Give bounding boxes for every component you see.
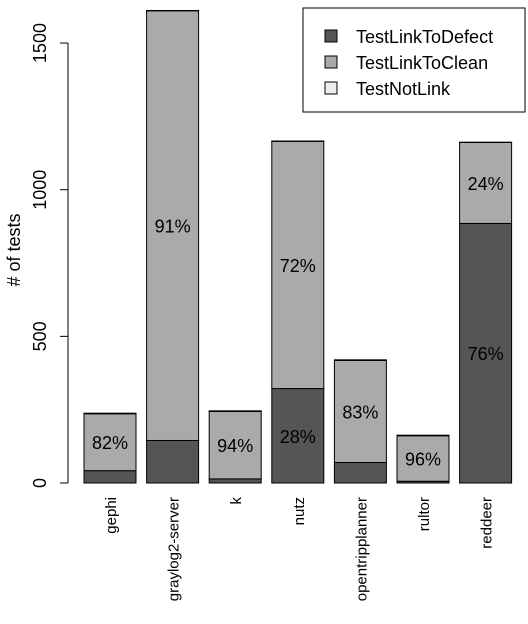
bar-rultor-TestLinkToClean [396, 435, 450, 482]
x-tick-label-nutz: nutz [291, 497, 308, 525]
bar-nutz-TestLinkToClean [271, 140, 325, 390]
legend-label-defect: TestLinkToDefect [356, 27, 493, 47]
data-label-reddeer: 24% [468, 174, 504, 194]
data-label-nutz-secondary: 28% [280, 427, 316, 447]
y-tick-label: 0 [30, 478, 50, 488]
bar-reddeer-TestLinkToClean [459, 141, 513, 224]
x-tick-label-k: k [228, 497, 245, 505]
legend-swatch-notlink [324, 81, 338, 95]
legend-swatch-defect [324, 29, 338, 43]
x-tick-label-graylog2-server: graylog2-server [166, 497, 183, 601]
bar-opentripplanner-TestLinkToClean [333, 359, 387, 463]
bar-k-TestNotLink [208, 410, 262, 412]
bar-gephi-TestNotLink [83, 412, 137, 415]
x-tick-label-reddeer: reddeer [479, 497, 496, 549]
y-tick-group: 0 500 1000 1500 [30, 23, 68, 488]
data-label-opentripplanner: 83% [342, 402, 378, 422]
bar-graylog2-server-TestLinkToDefect [146, 439, 200, 484]
data-label-k: 94% [217, 436, 253, 456]
data-label-graylog2-server: 91% [155, 217, 191, 237]
bar-rultor-TestNotLink [396, 434, 450, 437]
bars: 82% 91% 94% 72% 28% 83% 96% 24% 76% [83, 9, 513, 484]
legend-swatch-clean [324, 55, 338, 69]
x-tick-label-rultor: rultor [416, 497, 433, 531]
data-label-nutz: 72% [280, 256, 316, 276]
data-label-gephi: 82% [92, 433, 128, 453]
legend-label-notlink: TestNotLink [356, 79, 451, 99]
x-tick-label-opentripplanner: opentripplanner [353, 497, 370, 601]
x-tick-labels: gephi graylog2-server k nutz opentripplanner… [103, 497, 496, 602]
bar-gephi-TestLinkToClean [83, 413, 137, 472]
bar-k-TestLinkToDefect [208, 478, 262, 484]
bar-opentripplanner-TestNotLink [333, 359, 387, 361]
data-label-reddeer-secondary: 76% [468, 344, 504, 364]
legend-box [302, 7, 526, 113]
bar-k-TestLinkToClean [208, 410, 262, 480]
data-label-rultor: 96% [405, 450, 441, 470]
y-tick-label: 1500 [30, 23, 50, 63]
bar-gephi-TestLinkToDefect [83, 470, 137, 484]
x-tick-label-gephi: gephi [103, 497, 120, 534]
y-tick-label: 500 [30, 321, 50, 351]
legend-label-clean: TestLinkToClean [356, 53, 488, 73]
y-tick-label: 1000 [30, 170, 50, 210]
bar-opentripplanner-TestLinkToDefect [333, 461, 387, 484]
bar-graylog2-server-TestLinkToClean [146, 10, 200, 441]
y-axis: 0 500 1000 1500 # of tests [4, 23, 69, 488]
y-axis-label: # of tests [4, 213, 24, 286]
legend: TestLinkToDefect TestLinkToClean TestNot… [302, 7, 526, 113]
